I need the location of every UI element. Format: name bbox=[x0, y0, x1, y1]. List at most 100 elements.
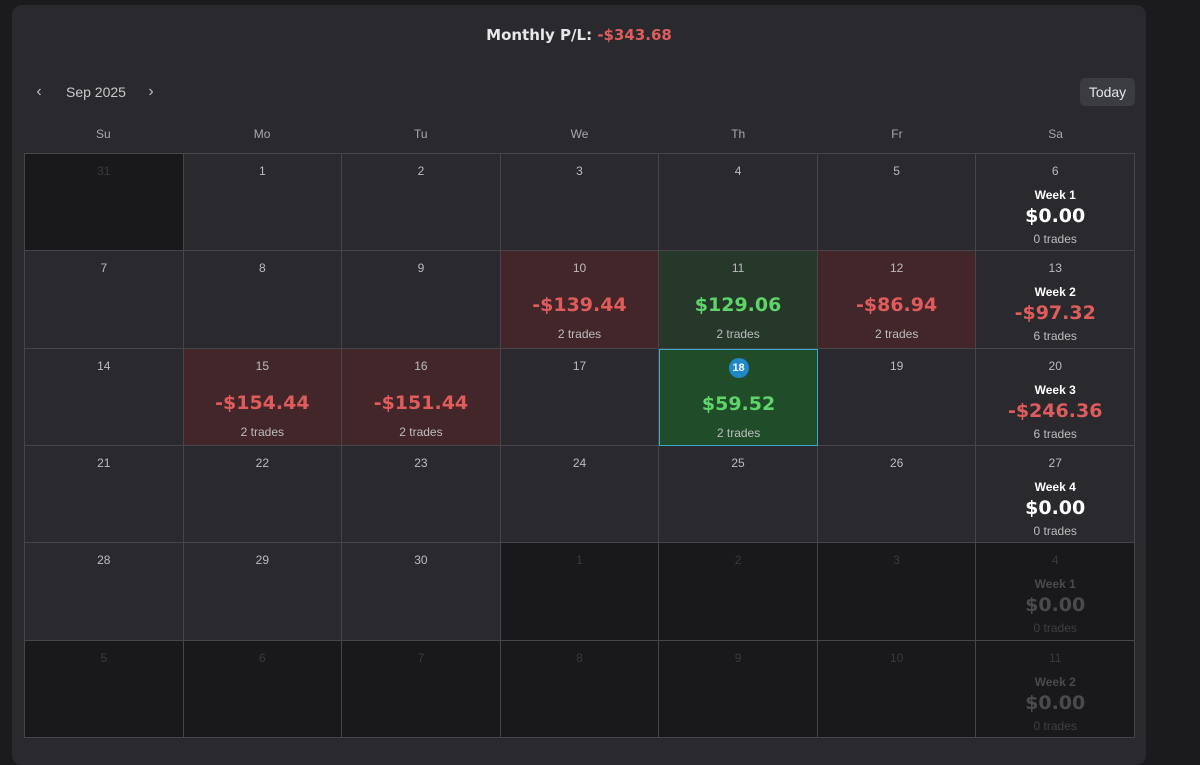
day-number: 7 bbox=[100, 261, 108, 276]
calendar-day-cell[interactable]: 22 bbox=[183, 446, 343, 544]
day-number: 15 bbox=[255, 358, 270, 373]
calendar-day-cell[interactable]: 29 bbox=[183, 543, 343, 641]
calendar-day-cell[interactable]: 17 bbox=[500, 348, 660, 446]
week-trade-count: 0 trades bbox=[1033, 718, 1077, 733]
week-label: Week 4 bbox=[1034, 480, 1076, 494]
calendar-day-cell[interactable]: 14 bbox=[25, 348, 184, 446]
calendar-day-cell[interactable]: 5 bbox=[817, 154, 977, 252]
calendar-day-cell[interactable]: 7 bbox=[342, 640, 501, 738]
day-number: 29 bbox=[255, 553, 270, 568]
prev-month-chevron-icon[interactable]: ‹ bbox=[36, 83, 42, 100]
day-number: 11 bbox=[1048, 650, 1062, 665]
day-number: 22 bbox=[255, 456, 270, 470]
week-pl: -$97.32 bbox=[1014, 302, 1096, 325]
week-summary-cell[interactable]: 11 Week 2 $0.00 0 trades bbox=[976, 640, 1135, 738]
day-trade-count: 2 trades bbox=[240, 424, 285, 439]
monthly-pl-header: Monthly P/L: -$343.68 bbox=[0, 26, 1158, 44]
calendar-day-cell[interactable]: 26 bbox=[817, 446, 977, 544]
monthly-pl-label: Monthly P/L: bbox=[486, 26, 593, 44]
calendar-day-cell[interactable]: 10 -$139.44 2 trades bbox=[500, 251, 660, 349]
calendar-day-cell[interactable]: 4 bbox=[659, 154, 818, 252]
calendar-day-cell[interactable]: 1 bbox=[183, 154, 343, 252]
day-number: 8 bbox=[259, 261, 266, 276]
calendar-day-cell[interactable]: 21 bbox=[25, 446, 184, 544]
day-trade-count: 2 trades bbox=[716, 425, 761, 440]
calendar-day-cell[interactable]: 10 bbox=[817, 640, 977, 738]
day-number: 16 bbox=[414, 358, 428, 373]
week-trade-count: 0 trades bbox=[1033, 232, 1077, 246]
calendar-day-cell[interactable]: 31 bbox=[25, 154, 184, 252]
week-pl: $0.00 bbox=[1025, 594, 1086, 617]
day-number: 17 bbox=[572, 358, 587, 373]
weekday-label: Fr bbox=[891, 127, 903, 141]
calendar-day-cell[interactable]: 11 $129.06 2 trades bbox=[659, 251, 818, 349]
week-summary-cell[interactable]: 13 Week 2 -$97.32 6 trades bbox=[976, 251, 1135, 349]
day-number: 6 bbox=[259, 650, 266, 665]
week-pl: -$246.36 bbox=[1007, 399, 1103, 422]
day-pl: -$154.44 bbox=[215, 391, 310, 414]
monthly-pl-value: -$343.68 bbox=[597, 26, 672, 44]
calendar-day-cell[interactable]: 23 bbox=[342, 446, 501, 544]
day-number: 27 bbox=[1048, 456, 1062, 470]
day-number: 14 bbox=[97, 358, 111, 373]
calendar-day-cell[interactable]: 15 -$154.44 2 trades bbox=[183, 348, 343, 446]
calendar-day-cell[interactable]: 7 bbox=[25, 251, 184, 349]
day-pl: $59.52 bbox=[701, 392, 776, 415]
calendar-day-cell[interactable]: 18 $59.52 2 trades bbox=[659, 348, 818, 446]
week-summary-cell[interactable]: 6 Week 1 $0.00 0 trades bbox=[976, 154, 1135, 252]
calendar-day-cell[interactable]: 1 bbox=[500, 543, 660, 641]
day-number: 31 bbox=[97, 164, 111, 178]
week-summary-cell[interactable]: 4 Week 1 $0.00 0 trades bbox=[976, 543, 1135, 641]
calendar-day-cell[interactable]: 2 bbox=[342, 154, 501, 252]
calendar-day-cell[interactable]: 3 bbox=[500, 154, 660, 252]
day-number: 2 bbox=[734, 553, 742, 568]
day-number: 11 bbox=[731, 261, 745, 276]
day-number: 10 bbox=[889, 650, 904, 665]
calendar-day-cell[interactable]: 8 bbox=[183, 251, 343, 349]
next-month-chevron-icon[interactable]: › bbox=[148, 83, 154, 100]
day-number: 13 bbox=[1048, 261, 1062, 276]
week-summary-cell[interactable]: 20 Week 3 -$246.36 6 trades bbox=[976, 348, 1135, 446]
calendar-day-cell[interactable]: 30 bbox=[342, 543, 501, 641]
week-pl: $0.00 bbox=[1025, 691, 1086, 714]
day-number: 19 bbox=[889, 358, 904, 373]
calendar-day-cell[interactable]: 12 -$86.94 2 trades bbox=[817, 251, 977, 349]
day-pl: $129.06 bbox=[694, 294, 782, 317]
calendar-day-cell[interactable]: 9 bbox=[342, 251, 501, 349]
day-trade-count: 2 trades bbox=[716, 327, 760, 342]
day-number: 25 bbox=[731, 456, 745, 470]
calendar-day-cell[interactable]: 28 bbox=[25, 543, 184, 641]
week-summary-cell[interactable]: 27 Week 4 $0.00 0 trades bbox=[976, 446, 1135, 544]
day-number: 1 bbox=[259, 164, 266, 178]
calendar-day-cell[interactable]: 3 bbox=[817, 543, 977, 641]
week-label: Week 1 bbox=[1034, 188, 1076, 202]
calendar-day-cell[interactable]: 16 -$151.44 2 trades bbox=[342, 348, 501, 446]
today-button[interactable]: Today bbox=[1080, 78, 1135, 106]
week-label: Week 3 bbox=[1034, 382, 1076, 397]
current-month-label: Sep 2025 bbox=[66, 84, 126, 100]
calendar-day-cell[interactable]: 19 bbox=[817, 348, 977, 446]
day-number: 10 bbox=[572, 261, 587, 276]
weekday-label: Sa bbox=[1048, 127, 1063, 141]
calendar-day-cell[interactable]: 9 bbox=[659, 640, 818, 738]
day-number: 5 bbox=[100, 650, 108, 665]
day-number: 1 bbox=[576, 553, 583, 568]
calendar-grid: 31 1 2 3 4 5 6 Week 1 $0.00 0 trades 7 8 9 10 -$139.44… bbox=[24, 153, 1135, 738]
day-number: 4 bbox=[1051, 553, 1059, 568]
day-number: 2 bbox=[417, 164, 425, 178]
day-number: 6 bbox=[1051, 164, 1059, 178]
day-number: 20 bbox=[1048, 358, 1062, 373]
calendar-day-cell[interactable]: 25 bbox=[659, 446, 818, 544]
calendar-day-cell[interactable]: 2 bbox=[659, 543, 818, 641]
week-trade-count: 0 trades bbox=[1033, 621, 1077, 636]
calendar-day-cell[interactable]: 5 bbox=[25, 640, 184, 738]
calendar-day-cell[interactable]: 6 bbox=[183, 640, 343, 738]
day-number: 9 bbox=[734, 650, 742, 665]
day-trade-count: 2 trades bbox=[874, 327, 919, 342]
day-number: 28 bbox=[97, 553, 111, 568]
day-pl: -$86.94 bbox=[856, 294, 938, 317]
week-label: Week 1 bbox=[1034, 577, 1076, 592]
week-trade-count: 0 trades bbox=[1033, 524, 1077, 538]
calendar-day-cell[interactable]: 8 bbox=[500, 640, 660, 738]
calendar-day-cell[interactable]: 24 bbox=[500, 446, 660, 544]
